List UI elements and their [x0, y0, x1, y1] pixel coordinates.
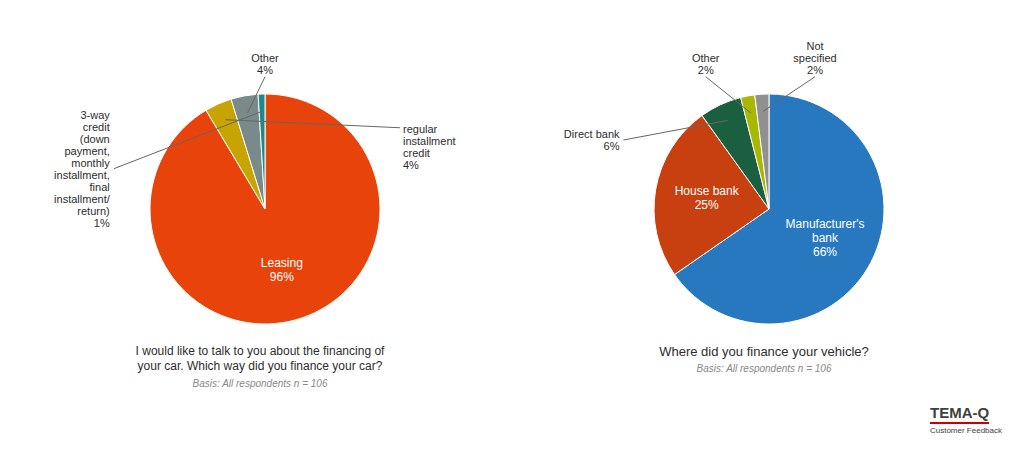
html-text:Basis: All respondents n = 106: Basis: All respondents n = 106: [192, 378, 328, 389]
svg-text:3-waycredit(downpayment,monthl: 3-waycredit(downpayment,monthlyinstallme…: [54, 109, 111, 229]
html-text:Where did you finance your veh: Where did you finance your vehicle?: [659, 344, 869, 359]
svg-text:Direct bank6%: Direct bank6%: [564, 128, 620, 152]
svg-text:Notspecified2%: Notspecified2%: [793, 40, 836, 76]
svg-text:Manufacturer'sbank66%: Manufacturer'sbank66%: [786, 217, 865, 259]
svg-text:House bank25%: House bank25%: [675, 184, 740, 212]
svg-text:Leasing96%: Leasing96%: [261, 256, 303, 284]
html-text:I would like to talk to you ab: I would like to talk to you about the fi…: [135, 344, 385, 373]
svg-text:regularinstallmentcredit4%: regularinstallmentcredit4%: [403, 123, 456, 171]
svg-text:Other4%: Other4%: [251, 52, 279, 76]
html-text:Basis: All respondents n = 106: Basis: All respondents n = 106: [696, 363, 832, 374]
html-text:TEMA-Q: TEMA-Q: [930, 404, 990, 421]
html-text:Customer Feedback: Customer Feedback: [930, 426, 1002, 435]
svg-text:Other2%: Other2%: [692, 52, 720, 76]
